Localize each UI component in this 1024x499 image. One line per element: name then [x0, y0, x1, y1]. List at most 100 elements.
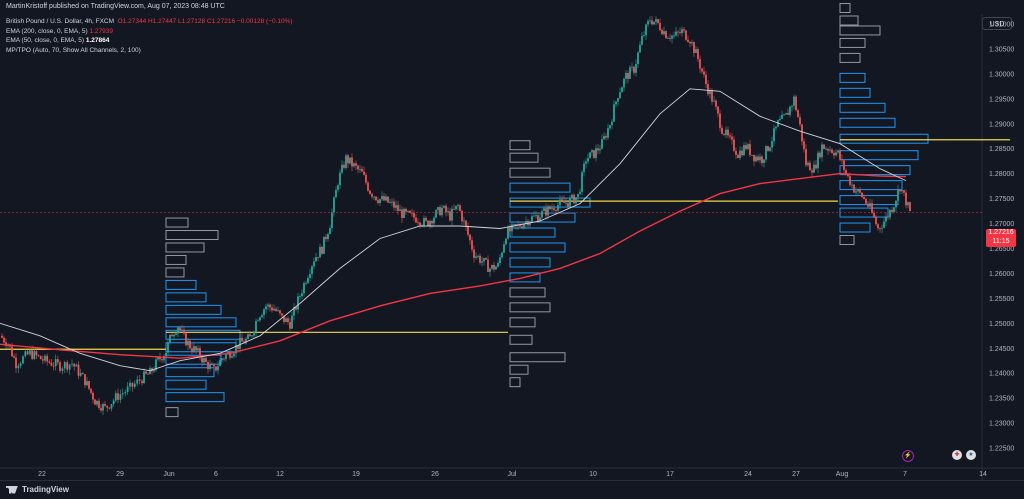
candle-body: [601, 139, 603, 149]
y-tick-label: 1.28000: [989, 171, 1014, 178]
profile-bar: [509, 287, 546, 298]
candle-body: [737, 154, 739, 158]
candle-body: [235, 345, 237, 354]
candle-body: [849, 176, 851, 185]
candle-body: [431, 220, 433, 224]
candle-body: [845, 170, 847, 174]
candle-body: [187, 340, 189, 346]
candle-body: [439, 207, 441, 216]
candle-body: [409, 210, 411, 213]
candle-body: [59, 362, 61, 371]
y-tick-label: 1.31000: [989, 21, 1014, 28]
candle-body: [851, 184, 853, 186]
candle-body: [353, 163, 355, 167]
candle-body: [605, 136, 607, 138]
candle-body: [52, 365, 55, 367]
y-tick-label: 1.22500: [989, 446, 1014, 453]
candle-body: [279, 310, 281, 314]
candle-body: [465, 220, 467, 227]
candle-body: [215, 366, 217, 371]
candle-body: [863, 197, 865, 199]
candle-body: [333, 197, 335, 213]
profile-bar: [165, 267, 185, 278]
candle-body: [56, 359, 59, 363]
profile-bar: [839, 165, 911, 176]
candle-body: [331, 212, 333, 229]
flag-us-icon[interactable]: ★: [966, 450, 976, 460]
profile-bar: [509, 152, 539, 163]
candle-body: [277, 310, 279, 312]
candle-body: [223, 358, 225, 360]
candle-body: [90, 388, 92, 393]
candle-body: [307, 277, 309, 283]
y-tick-label: 1.24500: [989, 346, 1014, 353]
legend-ema50-row[interactable]: EMA (50, close, 0, EMA, 5) 1.27864: [6, 36, 293, 46]
tradingview-logo[interactable]: TradingView: [6, 485, 69, 494]
candle-body: [909, 202, 911, 212]
profile-bar: [165, 292, 207, 303]
profile-bar: [509, 302, 551, 313]
candle-body: [559, 199, 561, 206]
candle-body: [323, 236, 325, 254]
candle-body: [723, 133, 725, 135]
profile-bar: [509, 227, 556, 238]
candle-body: [136, 379, 139, 384]
candle-body: [501, 252, 503, 258]
candle-body: [625, 72, 627, 79]
candle-body: [199, 348, 201, 358]
candle-body: [96, 400, 98, 405]
candle-body: [531, 216, 533, 222]
candle-body: [651, 20, 653, 25]
candle-body: [707, 84, 709, 95]
legend-mptpo-row[interactable]: MP/TPO (Auto, 70, Show All Channels, 2, …: [6, 46, 293, 56]
countdown-label: 11:15: [992, 237, 1010, 245]
candle-body: [833, 152, 835, 156]
legend-ema200-row[interactable]: EMA (200, close, 0, EMA, 5) 1.27939: [6, 27, 293, 37]
x-tick-label: 12: [276, 471, 284, 478]
candle-body: [86, 381, 88, 386]
candle-body: [363, 171, 365, 175]
candle-body: [383, 196, 385, 201]
x-tick-label: 22: [38, 471, 46, 478]
lightning-icon[interactable]: ⚡: [902, 450, 914, 462]
candle-body: [391, 201, 393, 203]
candle-body: [745, 145, 747, 149]
legend-symbol-row[interactable]: British Pound / U.S. Dollar, 4h, FXCM O1…: [6, 17, 293, 27]
candle-body: [893, 207, 895, 212]
candle-body: [877, 224, 879, 229]
candle-body: [753, 154, 755, 162]
price-chart[interactable]: 1.31000 1.30500 1.30000 1.29500 1.29000 1.285…: [0, 0, 1024, 480]
candle-body: [815, 164, 817, 169]
candle-body: [705, 74, 707, 85]
candle-body: [108, 407, 111, 409]
candle-body: [835, 152, 837, 156]
candle-body: [201, 357, 203, 363]
candle-body: [126, 386, 129, 393]
candle-body: [191, 348, 193, 352]
candle-body: [709, 90, 711, 95]
candle-body: [477, 255, 479, 257]
candle-body: [389, 202, 391, 203]
candle-body: [725, 129, 727, 135]
candle-body: [859, 189, 861, 193]
profile-bar: [509, 167, 551, 178]
candle-body: [22, 356, 24, 364]
candle-body: [211, 364, 213, 365]
candle-body: [843, 160, 845, 171]
candle-body: [453, 208, 455, 210]
candle-body: [795, 96, 797, 111]
candle-body: [54, 359, 57, 367]
candle-body: [895, 200, 897, 208]
candle-body: [361, 169, 363, 172]
candle-body: [689, 41, 691, 44]
candle-body: [425, 217, 427, 221]
candle-body: [871, 203, 873, 213]
candle-body: [759, 156, 761, 161]
flag-gb-icon[interactable]: ✚: [952, 450, 962, 460]
candle-body: [451, 208, 453, 221]
candle-body: [495, 266, 497, 270]
candle-body: [237, 345, 239, 349]
profile-bar: [839, 195, 899, 206]
y-tick-label: 1.27500: [989, 196, 1014, 203]
candle-body: [643, 35, 645, 37]
